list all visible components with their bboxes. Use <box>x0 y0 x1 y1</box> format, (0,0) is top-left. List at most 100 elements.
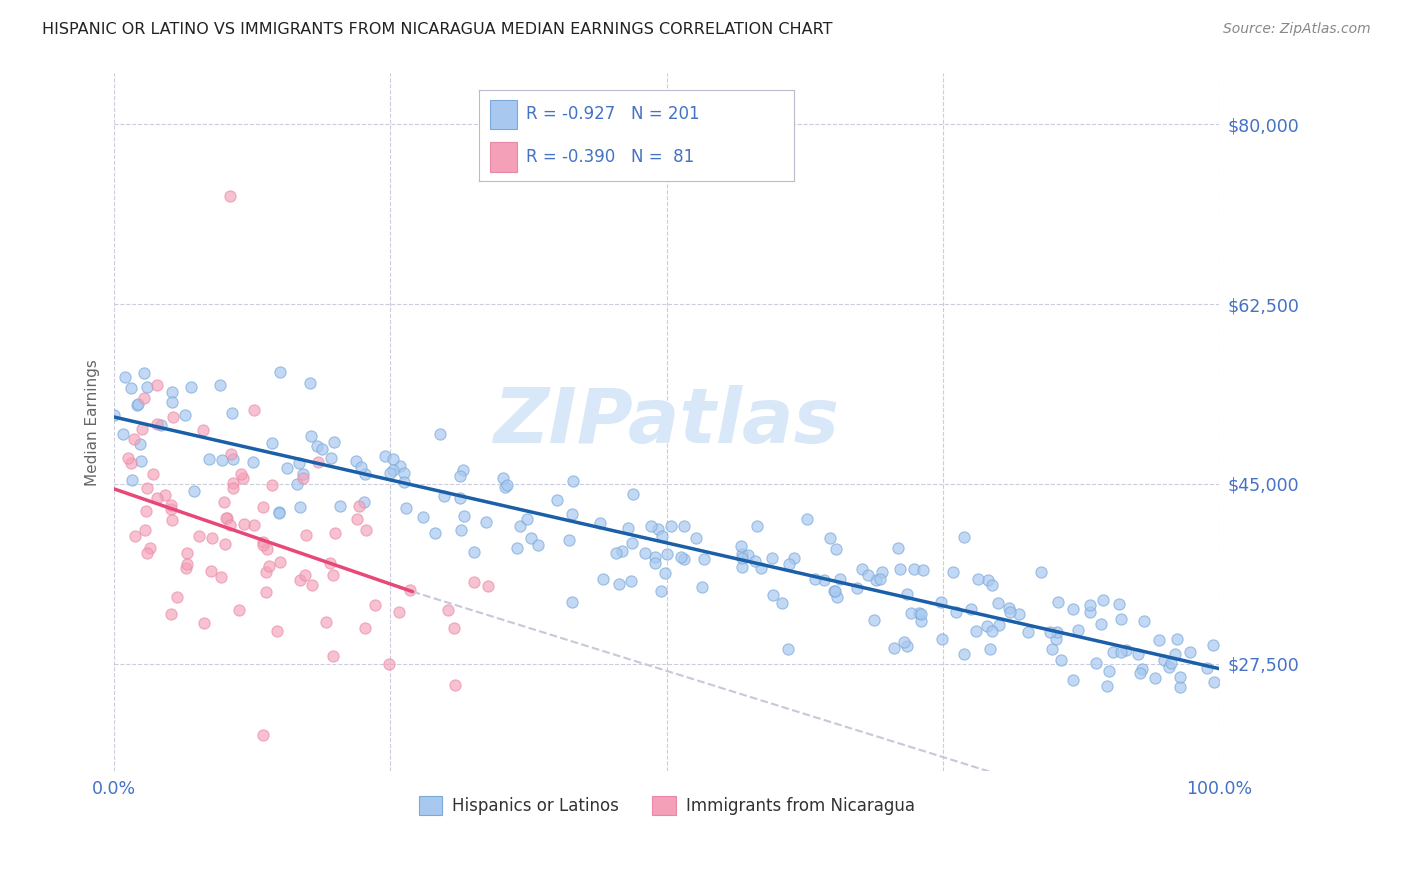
Point <box>1090 617 1112 632</box>
Point <box>1092 593 1115 607</box>
Point <box>232 471 254 485</box>
Point <box>198 452 221 467</box>
Point <box>987 596 1010 610</box>
Point <box>242 455 264 469</box>
Point <box>492 471 515 485</box>
Point <box>160 385 183 400</box>
Point <box>776 641 799 656</box>
Point <box>865 574 887 588</box>
Point <box>1168 680 1191 694</box>
Point <box>749 561 772 575</box>
Point <box>350 459 373 474</box>
Point <box>592 572 614 586</box>
Text: HISPANIC OR LATINO VS IMMIGRANTS FROM NICARAGUA MEDIAN EARNINGS CORRELATION CHAR: HISPANIC OR LATINO VS IMMIGRANTS FROM NI… <box>42 22 832 37</box>
Point <box>219 189 242 203</box>
Point <box>131 422 153 436</box>
Point <box>610 544 633 558</box>
Point <box>1147 633 1170 648</box>
Point <box>1098 664 1121 678</box>
Point <box>294 568 316 582</box>
Point <box>299 376 322 390</box>
Point <box>382 463 405 477</box>
Point <box>557 533 579 548</box>
Point <box>1046 625 1069 640</box>
Point <box>209 570 232 584</box>
Point <box>828 572 851 586</box>
Point <box>883 640 905 655</box>
Point <box>392 475 415 489</box>
Point <box>644 556 666 570</box>
Point <box>229 467 252 481</box>
Point <box>395 500 418 515</box>
Point <box>1080 598 1102 612</box>
Point <box>311 442 333 457</box>
Point <box>1062 602 1084 616</box>
Point <box>394 467 416 481</box>
Point <box>463 575 485 590</box>
Point <box>219 447 242 461</box>
Point <box>659 518 682 533</box>
Point <box>285 477 308 491</box>
Point <box>1202 638 1225 652</box>
Point <box>292 471 315 485</box>
Point <box>562 474 585 488</box>
Point <box>671 549 693 564</box>
Point <box>294 528 316 542</box>
Point <box>262 436 284 450</box>
Point <box>449 469 471 483</box>
Point <box>363 599 385 613</box>
Point <box>288 500 311 514</box>
Point <box>344 454 367 468</box>
Point <box>851 562 873 576</box>
Point <box>650 583 672 598</box>
Point <box>211 452 233 467</box>
Point <box>176 546 198 560</box>
Point <box>1129 665 1152 680</box>
Point <box>135 504 157 518</box>
Point <box>654 566 676 580</box>
Point <box>139 541 162 555</box>
Legend: Hispanics or Latinos, Immigrants from Nicaragua: Hispanics or Latinos, Immigrants from Ni… <box>419 797 915 815</box>
Point <box>214 536 236 550</box>
Point <box>692 552 714 566</box>
Point <box>1040 642 1063 657</box>
Point <box>634 546 657 560</box>
Point <box>443 621 465 635</box>
Point <box>977 574 1000 588</box>
Point <box>160 501 183 516</box>
Point <box>1159 660 1181 674</box>
Point <box>307 455 329 469</box>
Point <box>200 565 222 579</box>
Point <box>620 535 643 549</box>
Point <box>770 596 793 610</box>
Point <box>380 467 402 481</box>
Point <box>153 488 176 502</box>
Point <box>1102 645 1125 659</box>
Point <box>124 433 146 447</box>
Point <box>389 458 412 473</box>
Point <box>252 728 274 742</box>
Point <box>183 483 205 498</box>
Point <box>942 565 965 579</box>
Point <box>134 523 156 537</box>
Point <box>374 449 396 463</box>
Point <box>967 572 990 586</box>
Point <box>135 546 157 560</box>
Point <box>605 546 627 560</box>
Point <box>232 516 254 531</box>
Point <box>778 558 800 572</box>
Point <box>315 615 337 630</box>
Point <box>254 585 277 599</box>
Point <box>1143 671 1166 685</box>
Text: ZIPatlas: ZIPatlas <box>494 385 839 459</box>
Point <box>423 525 446 540</box>
Point <box>117 450 139 465</box>
Point <box>858 568 880 582</box>
Point <box>910 607 932 621</box>
Point <box>319 450 342 465</box>
Point <box>987 618 1010 632</box>
Point <box>1109 612 1132 626</box>
Point <box>1115 643 1137 657</box>
Point <box>644 550 666 565</box>
Point <box>160 607 183 621</box>
